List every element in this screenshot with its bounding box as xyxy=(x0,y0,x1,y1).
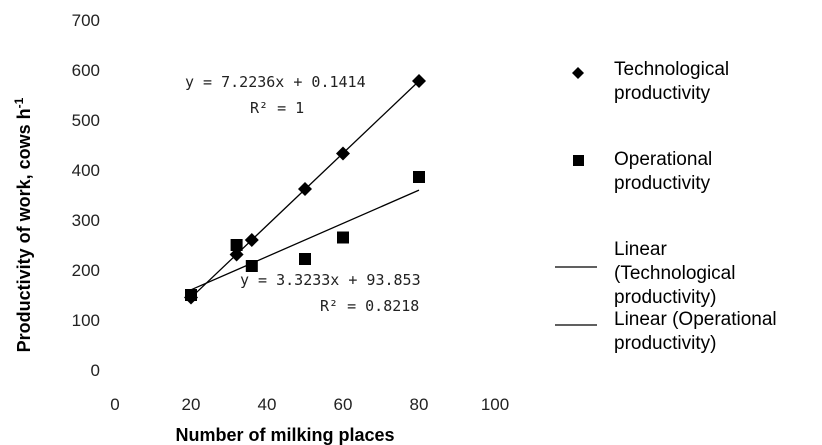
tech-point xyxy=(336,146,350,161)
oper-point xyxy=(299,253,311,265)
y-tick-label: 500 xyxy=(72,111,100,130)
oper-equation: y = 3.3233x + 93.853 xyxy=(240,271,421,289)
legend-item: Linear (Technological productivity) xyxy=(555,239,735,308)
y-axis-title-superscript: -1 xyxy=(12,97,26,108)
y-axis-title-main: Productivity of work, cows h xyxy=(14,108,34,352)
oper-point xyxy=(413,171,425,183)
x-tick-label: 40 xyxy=(258,395,277,414)
legend-label: productivity xyxy=(614,83,711,104)
y-axis-title: Productivity of work, cows h-1 xyxy=(12,97,34,352)
tech-point xyxy=(298,182,312,196)
y-tick-label: 100 xyxy=(72,311,100,330)
x-axis-ticks: 0 20 40 60 80 100 xyxy=(110,395,509,414)
legend: Technological productivity Operational prod… xyxy=(555,59,777,354)
legend-item: Technological productivity xyxy=(572,59,729,104)
oper-point xyxy=(245,260,258,272)
oper-point xyxy=(185,289,197,301)
y-tick-label: 600 xyxy=(72,61,100,80)
y-tick-label: 300 xyxy=(72,211,100,230)
y-tick-label: 700 xyxy=(72,11,100,30)
x-axis-title: Number of milking places xyxy=(175,425,394,445)
tech-point xyxy=(244,233,259,247)
legend-diamond-icon xyxy=(572,67,584,79)
y-tick-label: 400 xyxy=(72,161,100,180)
oper-r2: R² = 0.8218 xyxy=(320,297,419,315)
oper-point xyxy=(230,239,243,251)
tech-r2: R² = 1 xyxy=(250,99,304,117)
legend-label: Linear (Operational xyxy=(614,309,777,330)
x-tick-label: 20 xyxy=(182,395,201,414)
data-points xyxy=(184,74,426,305)
oper-point xyxy=(337,231,349,244)
tech-equation: y = 7.2236x + 0.1414 xyxy=(185,73,366,91)
x-tick-label: 0 xyxy=(110,395,119,414)
x-tick-label: 60 xyxy=(334,395,353,414)
y-axis-ticks: 0 100 200 300 400 500 600 700 xyxy=(72,11,100,380)
y-tick-label: 200 xyxy=(72,261,100,280)
y-tick-label: 0 xyxy=(91,361,100,380)
legend-label: productivity) xyxy=(614,333,716,354)
tech-point xyxy=(412,74,426,88)
oper-trendline xyxy=(190,189,420,291)
x-tick-label: 100 xyxy=(481,395,509,414)
legend-label: Technological xyxy=(614,59,729,80)
legend-label: productivity xyxy=(614,173,711,194)
legend-square-icon xyxy=(573,155,584,166)
legend-item: Operational productivity xyxy=(573,149,712,194)
legend-label: Operational xyxy=(614,149,712,170)
legend-label: (Technological xyxy=(614,263,735,284)
legend-label: Linear xyxy=(614,239,667,260)
legend-label: productivity) xyxy=(614,287,716,308)
legend-item: Linear (Operational productivity) xyxy=(555,309,777,354)
x-tick-label: 80 xyxy=(410,395,429,414)
